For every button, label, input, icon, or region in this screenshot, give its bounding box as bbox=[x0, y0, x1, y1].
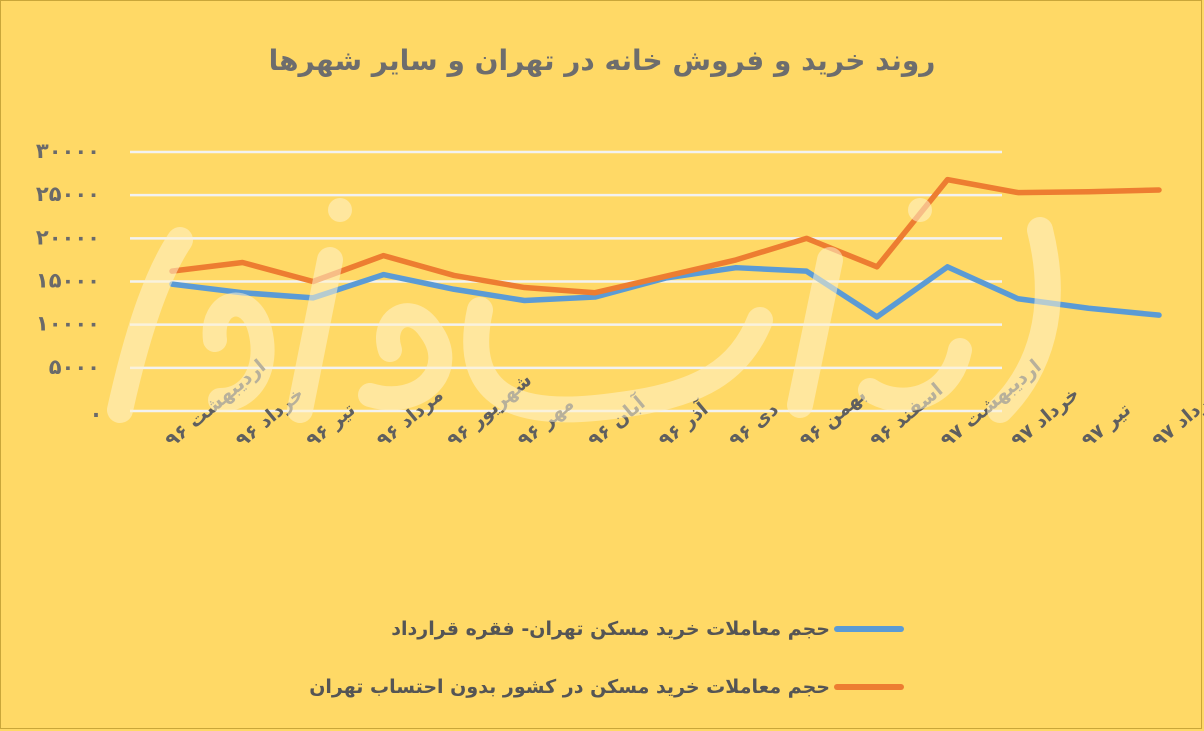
legend-label-other-cities: حجم معاملات خرید مسکن در کشور بدون احتسا… bbox=[309, 676, 830, 698]
x-tick-label: آذر ۹۶ bbox=[653, 396, 712, 451]
gridlines bbox=[130, 150, 1002, 413]
chart-title: روند خرید و فروش خانه در تهران و سایر شه… bbox=[268, 44, 936, 77]
y-tick-label: ۳۰۰۰۰ bbox=[36, 139, 100, 163]
y-tick-label: ۲۵۰۰۰ bbox=[36, 182, 100, 206]
y-axis-ticks: ۳۰۰۰۰ ۲۵۰۰۰ ۲۰۰۰۰ ۱۵۰۰۰ ۱۰۰۰۰ ۵۰۰۰. bbox=[36, 139, 100, 422]
x-tick-label: مرداد ۹۶ bbox=[373, 384, 448, 452]
x-tick-label: مرداد ۹۷ bbox=[1148, 384, 1204, 452]
legend-swatch-blue bbox=[834, 626, 904, 632]
legend-item-tehran: حجم معاملات خرید مسکن تهران- فقره قراردا… bbox=[391, 618, 904, 640]
y-tick-label: ۱۵۰۰۰ bbox=[36, 269, 100, 293]
series-line-other-cities bbox=[169, 176, 1162, 296]
x-tick-label: اسفند ۹۶ bbox=[866, 379, 947, 452]
legend-item-other-cities: حجم معاملات خرید مسکن در کشور بدون احتسا… bbox=[309, 676, 904, 698]
y-tick-label: ۲۰۰۰۰ bbox=[36, 225, 100, 249]
y-tick-zero: . bbox=[92, 398, 100, 422]
x-tick-label: دی ۹۶ bbox=[725, 398, 783, 452]
x-tick-label: مهر ۹۶ bbox=[514, 393, 579, 452]
x-tick-label: تیر ۹۶ bbox=[302, 399, 359, 452]
y-tick-label: ۱۰۰۰۰ bbox=[36, 312, 100, 336]
legend-swatch-orange bbox=[834, 684, 904, 690]
x-tick-label: بهمن ۹۶ bbox=[796, 384, 871, 452]
x-tick-label: تیر ۹۷ bbox=[1078, 399, 1135, 452]
legend-label-tehran: حجم معاملات خرید مسکن تهران- فقره قراردا… bbox=[391, 618, 830, 640]
x-tick-label: آبان ۹۶ bbox=[583, 390, 650, 452]
y-tick-label: ۵۰۰۰ bbox=[49, 355, 100, 379]
series-lines bbox=[169, 176, 1162, 320]
